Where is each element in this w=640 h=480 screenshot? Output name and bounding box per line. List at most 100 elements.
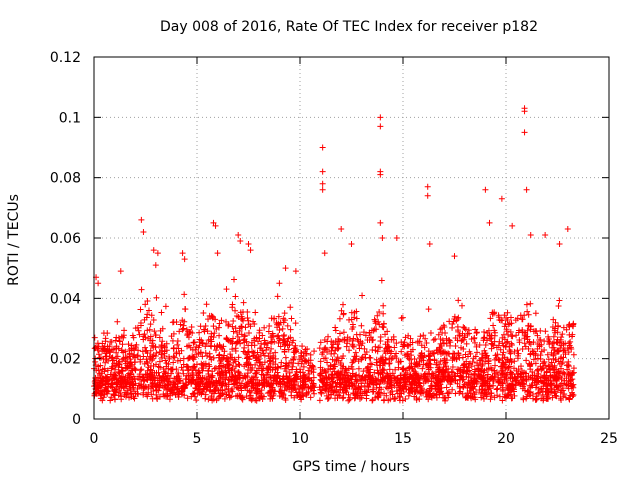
data-point bbox=[176, 390, 183, 397]
data-point bbox=[122, 393, 129, 400]
data-point bbox=[413, 388, 420, 395]
data-point bbox=[465, 392, 472, 399]
data-point bbox=[389, 370, 396, 377]
data-point bbox=[213, 326, 220, 333]
data-point bbox=[216, 370, 223, 377]
data-point bbox=[560, 324, 567, 331]
data-point bbox=[400, 365, 407, 372]
data-point bbox=[488, 345, 495, 352]
data-point bbox=[443, 340, 450, 347]
data-point bbox=[119, 368, 126, 375]
data-point bbox=[513, 332, 520, 339]
data-point bbox=[443, 357, 450, 364]
data-point bbox=[241, 344, 248, 351]
data-point bbox=[542, 328, 549, 335]
data-point bbox=[231, 276, 238, 283]
data-point bbox=[251, 342, 258, 349]
data-point bbox=[386, 360, 393, 367]
data-point bbox=[267, 360, 274, 367]
data-point bbox=[199, 353, 206, 360]
data-point bbox=[527, 323, 534, 330]
data-point bbox=[514, 347, 521, 354]
data-point bbox=[307, 394, 314, 401]
data-point bbox=[413, 360, 420, 367]
data-point bbox=[534, 390, 541, 397]
data-point bbox=[548, 385, 555, 392]
data-point bbox=[99, 375, 106, 382]
data-point bbox=[301, 348, 308, 355]
data-point bbox=[533, 393, 540, 400]
data-point bbox=[175, 345, 182, 352]
data-point bbox=[195, 350, 202, 357]
x-tick-label: 15 bbox=[394, 431, 412, 447]
data-point bbox=[112, 366, 119, 373]
data-point bbox=[349, 341, 356, 348]
data-point bbox=[444, 369, 451, 376]
data-point bbox=[245, 329, 252, 336]
data-point bbox=[177, 321, 184, 328]
data-point bbox=[166, 355, 173, 362]
data-point bbox=[456, 384, 463, 391]
data-point bbox=[245, 241, 252, 248]
data-point bbox=[213, 343, 220, 350]
data-point bbox=[470, 355, 477, 362]
data-point bbox=[304, 383, 311, 390]
data-point bbox=[459, 354, 466, 361]
data-point bbox=[431, 356, 438, 363]
data-point bbox=[551, 346, 558, 353]
data-point bbox=[129, 375, 136, 382]
data-point bbox=[332, 327, 339, 334]
data-point bbox=[106, 348, 113, 355]
data-point bbox=[493, 344, 500, 351]
data-point bbox=[502, 320, 509, 327]
data-point bbox=[364, 337, 371, 344]
data-point bbox=[175, 369, 182, 376]
data-point bbox=[455, 352, 462, 359]
data-point bbox=[391, 375, 398, 382]
data-point bbox=[569, 331, 576, 338]
data-point bbox=[403, 373, 410, 380]
data-point bbox=[252, 374, 259, 381]
data-point bbox=[303, 390, 310, 397]
data-point bbox=[258, 345, 265, 352]
data-point bbox=[529, 382, 536, 389]
data-point bbox=[400, 376, 407, 383]
data-point bbox=[319, 378, 326, 385]
data-point bbox=[149, 337, 156, 344]
data-point bbox=[473, 389, 480, 396]
data-point bbox=[380, 374, 387, 381]
data-point bbox=[569, 376, 576, 383]
data-point bbox=[203, 386, 210, 393]
data-point bbox=[388, 384, 395, 391]
data-point bbox=[472, 326, 479, 333]
data-point bbox=[144, 350, 151, 357]
data-point bbox=[558, 387, 565, 394]
data-point bbox=[380, 320, 387, 327]
data-point bbox=[156, 393, 163, 400]
data-point bbox=[565, 372, 572, 379]
data-point bbox=[474, 362, 481, 369]
data-point bbox=[410, 367, 417, 374]
data-point bbox=[242, 324, 249, 331]
data-point bbox=[513, 367, 520, 374]
data-point bbox=[515, 329, 522, 336]
data-point bbox=[211, 386, 218, 393]
data-point bbox=[388, 356, 395, 363]
data-point bbox=[434, 386, 441, 393]
data-point bbox=[216, 332, 223, 339]
data-point bbox=[265, 380, 272, 387]
data-point bbox=[349, 359, 356, 366]
data-point bbox=[448, 379, 455, 386]
data-point bbox=[150, 388, 157, 395]
data-point bbox=[307, 351, 314, 358]
data-point bbox=[544, 386, 551, 393]
data-point bbox=[382, 356, 389, 363]
data-point bbox=[113, 345, 120, 352]
data-point bbox=[552, 319, 559, 326]
data-point bbox=[462, 351, 469, 358]
data-point bbox=[184, 395, 191, 402]
data-point bbox=[487, 396, 494, 403]
data-point bbox=[141, 377, 148, 384]
data-point bbox=[261, 352, 268, 359]
data-point bbox=[396, 386, 403, 393]
